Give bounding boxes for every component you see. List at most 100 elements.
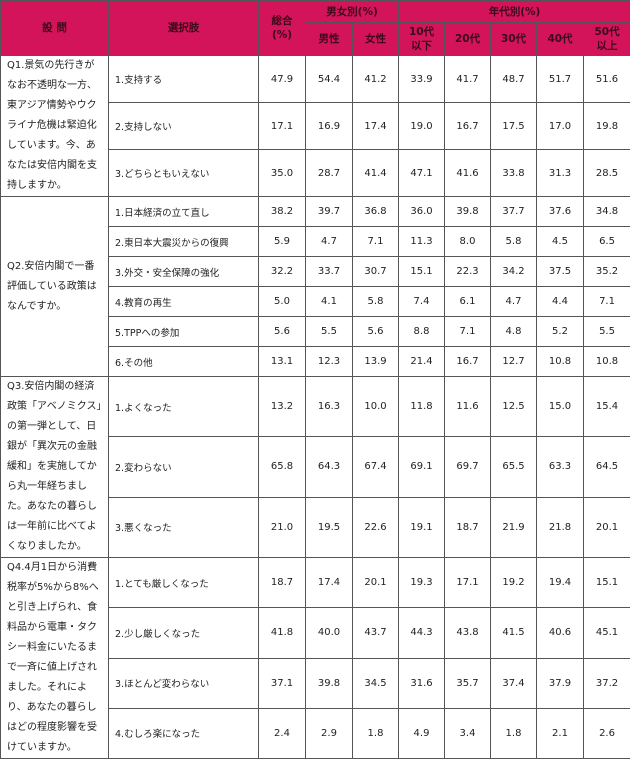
table-row: Q3.安倍内閣の経済政策「アベノミクス」の第一弾として、日銀が「異次元の金融緩和… — [1, 377, 630, 437]
value-cell: 17.4 — [306, 558, 353, 608]
value-cell: 51.7 — [537, 56, 584, 103]
value-cell: 69.7 — [445, 437, 491, 497]
value-cell: 39.7 — [306, 197, 353, 227]
value-cell: 35.0 — [259, 150, 306, 197]
value-cell: 30.7 — [353, 257, 399, 287]
value-cell: 41.6 — [445, 150, 491, 197]
value-cell: 32.2 — [259, 257, 306, 287]
value-cell: 13.1 — [259, 347, 306, 377]
value-cell: 4.4 — [537, 287, 584, 317]
value-cell: 5.8 — [353, 287, 399, 317]
value-cell: 6.5 — [584, 227, 630, 257]
value-cell: 13.2 — [259, 377, 306, 437]
choice-label: 5.TPPへの参加 — [109, 317, 259, 347]
value-cell: 19.1 — [399, 497, 445, 557]
value-cell: 1.8 — [353, 708, 399, 758]
value-cell: 20.1 — [353, 558, 399, 608]
value-cell: 16.9 — [306, 103, 353, 150]
value-cell: 2.6 — [584, 708, 630, 758]
value-cell: 37.1 — [259, 658, 306, 708]
choice-label: 2.変わらない — [109, 437, 259, 497]
value-cell: 19.8 — [584, 103, 630, 150]
value-cell: 44.3 — [399, 608, 445, 658]
value-cell: 34.2 — [491, 257, 537, 287]
choice-label: 6.その他 — [109, 347, 259, 377]
value-cell: 41.4 — [353, 150, 399, 197]
value-cell: 38.2 — [259, 197, 306, 227]
value-cell: 12.5 — [491, 377, 537, 437]
value-cell: 22.6 — [353, 497, 399, 557]
question-text: Q3.安倍内閣の経済政策「アベノミクス」の第一弾として、日銀が「異次元の金融緩和… — [1, 377, 109, 558]
value-cell: 15.1 — [584, 558, 630, 608]
value-cell: 10.8 — [584, 347, 630, 377]
value-cell: 20.1 — [584, 497, 630, 557]
header-column: 50代 以上 — [584, 23, 630, 56]
question-text: Q4.4月1日から消費税率が5%から8%へと引き上げられ、食料品から電車・タクシ… — [1, 558, 109, 759]
value-cell: 13.9 — [353, 347, 399, 377]
value-cell: 37.2 — [584, 658, 630, 708]
value-cell: 5.9 — [259, 227, 306, 257]
value-cell: 47.1 — [399, 150, 445, 197]
choice-label: 3.外交・安全保障の強化 — [109, 257, 259, 287]
value-cell: 54.4 — [306, 56, 353, 103]
value-cell: 36.0 — [399, 197, 445, 227]
choice-label: 3.どちらともいえない — [109, 150, 259, 197]
value-cell: 37.5 — [537, 257, 584, 287]
table-row: Q4.4月1日から消費税率が5%から8%へと引き上げられ、食料品から電車・タクシ… — [1, 558, 630, 608]
value-cell: 2.1 — [537, 708, 584, 758]
header-column: 30代 — [491, 23, 537, 56]
value-cell: 22.3 — [445, 257, 491, 287]
table-row: Q1.景気の先行きがなお不透明な一方、東アジア情勢やウクライナ危機は緊迫化してい… — [1, 56, 630, 103]
value-cell: 41.8 — [259, 608, 306, 658]
value-cell: 17.1 — [259, 103, 306, 150]
value-cell: 16.7 — [445, 347, 491, 377]
value-cell: 64.3 — [306, 437, 353, 497]
header-column: 20代 — [445, 23, 491, 56]
value-cell: 37.4 — [491, 658, 537, 708]
value-cell: 40.6 — [537, 608, 584, 658]
value-cell: 41.7 — [445, 56, 491, 103]
value-cell: 8.0 — [445, 227, 491, 257]
value-cell: 7.1 — [445, 317, 491, 347]
value-cell: 19.0 — [399, 103, 445, 150]
value-cell: 15.0 — [537, 377, 584, 437]
value-cell: 69.1 — [399, 437, 445, 497]
choice-label: 4.教育の再生 — [109, 287, 259, 317]
value-cell: 21.4 — [399, 347, 445, 377]
value-cell: 21.9 — [491, 497, 537, 557]
value-cell: 2.4 — [259, 708, 306, 758]
value-cell: 17.4 — [353, 103, 399, 150]
value-cell: 39.8 — [445, 197, 491, 227]
value-cell: 31.6 — [399, 658, 445, 708]
choice-label: 1.よくなった — [109, 377, 259, 437]
value-cell: 4.8 — [491, 317, 537, 347]
value-cell: 6.1 — [445, 287, 491, 317]
value-cell: 4.1 — [306, 287, 353, 317]
value-cell: 16.7 — [445, 103, 491, 150]
value-cell: 3.4 — [445, 708, 491, 758]
value-cell: 5.0 — [259, 287, 306, 317]
value-cell: 5.6 — [353, 317, 399, 347]
value-cell: 21.8 — [537, 497, 584, 557]
value-cell: 19.5 — [306, 497, 353, 557]
value-cell: 51.6 — [584, 56, 630, 103]
value-cell: 18.7 — [259, 558, 306, 608]
value-cell: 4.5 — [537, 227, 584, 257]
value-cell: 2.9 — [306, 708, 353, 758]
value-cell: 43.7 — [353, 608, 399, 658]
value-cell: 19.4 — [537, 558, 584, 608]
value-cell: 67.4 — [353, 437, 399, 497]
choice-label: 3.ほとんど変わらない — [109, 658, 259, 708]
header-column: 女性 — [353, 23, 399, 56]
value-cell: 64.5 — [584, 437, 630, 497]
value-cell: 4.7 — [306, 227, 353, 257]
value-cell: 36.8 — [353, 197, 399, 227]
value-cell: 7.4 — [399, 287, 445, 317]
value-cell: 39.8 — [306, 658, 353, 708]
value-cell: 4.9 — [399, 708, 445, 758]
value-cell: 7.1 — [353, 227, 399, 257]
choice-label: 1.支持する — [109, 56, 259, 103]
value-cell: 15.1 — [399, 257, 445, 287]
header-question: 設 問 — [1, 1, 109, 56]
